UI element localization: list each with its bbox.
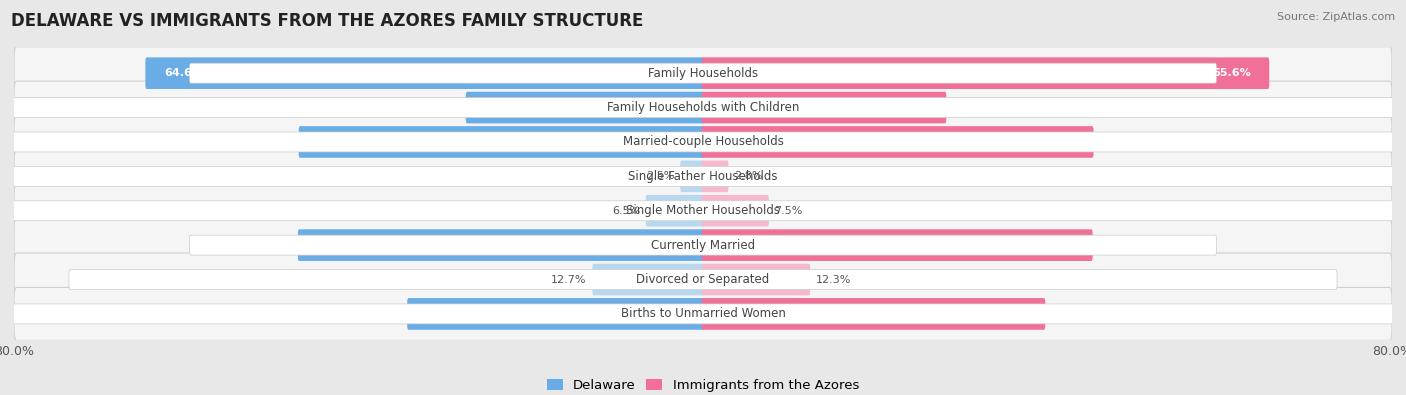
FancyBboxPatch shape (702, 160, 728, 192)
Text: Married-couple Households: Married-couple Households (623, 135, 783, 149)
FancyBboxPatch shape (702, 195, 769, 227)
FancyBboxPatch shape (14, 288, 1392, 340)
FancyBboxPatch shape (0, 132, 1406, 152)
FancyBboxPatch shape (702, 57, 1270, 89)
Text: 6.5%: 6.5% (612, 206, 640, 216)
Text: 65.6%: 65.6% (1212, 68, 1251, 78)
Text: 46.9%: 46.9% (316, 240, 356, 250)
Text: DELAWARE VS IMMIGRANTS FROM THE AZORES FAMILY STRUCTURE: DELAWARE VS IMMIGRANTS FROM THE AZORES F… (11, 12, 644, 30)
FancyBboxPatch shape (14, 81, 1392, 134)
FancyBboxPatch shape (702, 126, 1094, 158)
Text: 2.5%: 2.5% (647, 171, 675, 181)
Text: Single Father Households: Single Father Households (628, 170, 778, 183)
Text: Single Mother Households: Single Mother Households (626, 204, 780, 217)
Text: 28.1%: 28.1% (889, 103, 928, 113)
FancyBboxPatch shape (14, 47, 1392, 100)
FancyBboxPatch shape (14, 115, 1392, 168)
FancyBboxPatch shape (465, 92, 704, 123)
Text: 45.1%: 45.1% (1036, 240, 1074, 250)
FancyBboxPatch shape (14, 253, 1392, 306)
FancyBboxPatch shape (14, 150, 1392, 203)
Legend: Delaware, Immigrants from the Azores: Delaware, Immigrants from the Azores (541, 374, 865, 395)
FancyBboxPatch shape (592, 264, 704, 295)
FancyBboxPatch shape (0, 166, 1406, 186)
Text: 34.2%: 34.2% (426, 309, 464, 319)
FancyBboxPatch shape (14, 184, 1392, 237)
Text: 12.7%: 12.7% (551, 275, 586, 284)
FancyBboxPatch shape (702, 92, 946, 123)
FancyBboxPatch shape (298, 126, 704, 158)
Text: 45.2%: 45.2% (1036, 137, 1076, 147)
FancyBboxPatch shape (69, 269, 1337, 290)
Text: 2.8%: 2.8% (734, 171, 762, 181)
Text: Family Households with Children: Family Households with Children (607, 101, 799, 114)
FancyBboxPatch shape (14, 219, 1392, 272)
Text: 12.3%: 12.3% (815, 275, 851, 284)
FancyBboxPatch shape (0, 304, 1406, 324)
Text: 27.4%: 27.4% (484, 103, 523, 113)
Text: Source: ZipAtlas.com: Source: ZipAtlas.com (1277, 12, 1395, 22)
FancyBboxPatch shape (145, 57, 704, 89)
Text: Family Households: Family Households (648, 67, 758, 80)
Text: Births to Unmarried Women: Births to Unmarried Women (620, 307, 786, 320)
Text: Currently Married: Currently Married (651, 239, 755, 252)
FancyBboxPatch shape (645, 195, 704, 227)
Text: Divorced or Separated: Divorced or Separated (637, 273, 769, 286)
FancyBboxPatch shape (702, 229, 1092, 261)
Text: 39.6%: 39.6% (988, 309, 1026, 319)
FancyBboxPatch shape (702, 298, 1045, 330)
FancyBboxPatch shape (298, 229, 704, 261)
Text: 46.8%: 46.8% (318, 137, 356, 147)
Text: 64.6%: 64.6% (165, 68, 202, 78)
FancyBboxPatch shape (681, 160, 704, 192)
FancyBboxPatch shape (408, 298, 704, 330)
FancyBboxPatch shape (190, 235, 1216, 255)
FancyBboxPatch shape (190, 63, 1216, 83)
Text: 7.5%: 7.5% (775, 206, 803, 216)
FancyBboxPatch shape (0, 98, 1406, 118)
FancyBboxPatch shape (0, 201, 1406, 221)
FancyBboxPatch shape (702, 264, 810, 295)
